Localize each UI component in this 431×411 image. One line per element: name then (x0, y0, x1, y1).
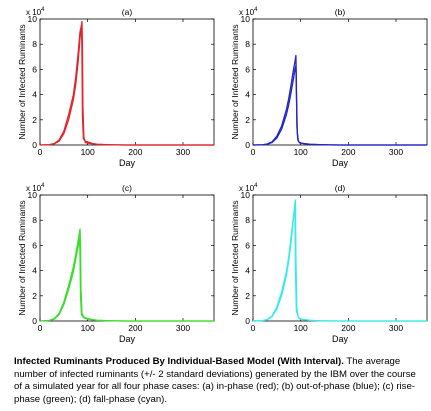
plot-area-d (252, 194, 428, 322)
panel-title-b: (b) (335, 7, 346, 17)
y-multiplier-b: x 104 (239, 7, 258, 17)
y-tick-label-d-1: 2 (245, 291, 250, 301)
series-line-a-1 (39, 24, 214, 146)
chart-panel-a: 0 100 200 300 0 2 4 6 8 10x 104 (a) Day Number of In… (17, 7, 215, 168)
x-tick-label-c-1: 100 (81, 323, 95, 333)
series-line-b-1 (252, 64, 427, 146)
y-tick-label-c-0: 0 (32, 316, 37, 326)
x-tick-label-b-2: 200 (341, 147, 355, 157)
caption-body: The average number of infected ruminants… (14, 356, 416, 405)
x-axis-label-a: Day (119, 158, 136, 168)
x-tick-label-b-1: 100 (294, 147, 308, 157)
figure-caption: Infected Ruminants Produced By Individua… (14, 356, 419, 406)
x-tick-label-b-0: 0 (251, 147, 256, 157)
y-tick-label-b-3: 6 (245, 64, 250, 74)
caption-title: Infected Ruminants Produced By Individua… (14, 356, 344, 367)
y-tick-label-a-1: 2 (32, 115, 37, 125)
y-tick-label-a-5: 10 (28, 14, 38, 24)
y-tick-label-a-4: 8 (32, 39, 37, 49)
y-axis-label-d: Number of Infected Ruminants (230, 200, 240, 315)
y-tick-label-b-5: 10 (241, 14, 251, 24)
x-tick-label-a-3: 300 (176, 147, 190, 157)
y-tick-label-d-3: 6 (245, 240, 250, 250)
x-tick-label-a-1: 100 (81, 147, 95, 157)
chart-panel-c: 0 100 200 300 0 2 4 6 8 10x 104 (c) Day Number of In… (17, 183, 215, 344)
y-tick-label-d-2: 4 (245, 266, 250, 276)
y-tick-label-c-2: 4 (32, 266, 37, 276)
x-axis-label-b: Day (332, 158, 349, 168)
y-tick-label-b-0: 0 (245, 140, 250, 150)
y-tick-label-a-2: 4 (32, 90, 37, 100)
plot-area-b (252, 18, 428, 146)
y-multiplier-d: x 104 (239, 183, 258, 193)
x-axis-label-c: Day (119, 334, 136, 344)
x-tick-label-d-3: 300 (389, 323, 403, 333)
series-line-d-1 (252, 208, 427, 322)
y-axis-label-c: Number of Infected Ruminants (17, 200, 27, 315)
x-tick-label-c-3: 300 (176, 323, 190, 333)
panel-title-d: (d) (335, 183, 346, 193)
y-tick-label-a-0: 0 (32, 140, 37, 150)
y-tick-label-d-4: 8 (245, 215, 250, 225)
y-multiplier-c: x 104 (26, 183, 45, 193)
y-tick-label-b-1: 2 (245, 115, 250, 125)
plot-area-a (39, 18, 215, 146)
x-tick-label-a-0: 0 (38, 147, 43, 157)
y-tick-label-d-0: 0 (245, 316, 250, 326)
x-tick-label-a-2: 200 (128, 147, 142, 157)
y-tick-label-a-3: 6 (32, 64, 37, 74)
x-tick-label-d-2: 200 (341, 323, 355, 333)
y-tick-label-b-2: 4 (245, 90, 250, 100)
y-tick-label-d-5: 10 (241, 190, 251, 200)
panel-title-a: (a) (122, 7, 133, 17)
chart-panel-b: 0 100 200 300 0 2 4 6 8 10x 104 (b) Day Number of In… (230, 7, 428, 168)
x-tick-label-c-2: 200 (128, 323, 142, 333)
y-tick-label-c-4: 8 (32, 215, 37, 225)
y-multiplier-a: x 104 (26, 7, 45, 17)
series-line-c-1 (39, 237, 214, 322)
x-tick-label-d-0: 0 (251, 323, 256, 333)
y-tick-label-c-3: 6 (32, 240, 37, 250)
x-tick-label-d-1: 100 (294, 323, 308, 333)
x-tick-label-c-0: 0 (38, 323, 43, 333)
x-axis-label-d: Day (332, 334, 349, 344)
x-tick-label-b-3: 300 (389, 147, 403, 157)
panel-title-c: (c) (122, 183, 132, 193)
y-axis-label-a: Number of Infected Ruminants (17, 24, 27, 139)
y-tick-label-c-1: 2 (32, 291, 37, 301)
plot-area-c (39, 194, 215, 322)
y-axis-label-b: Number of Infected Ruminants (230, 24, 240, 139)
y-tick-label-c-5: 10 (28, 190, 38, 200)
y-tick-label-b-4: 8 (245, 39, 250, 49)
chart-panel-d: 0 100 200 300 0 2 4 6 8 10x 104 (d) Day Number of In… (230, 183, 428, 344)
